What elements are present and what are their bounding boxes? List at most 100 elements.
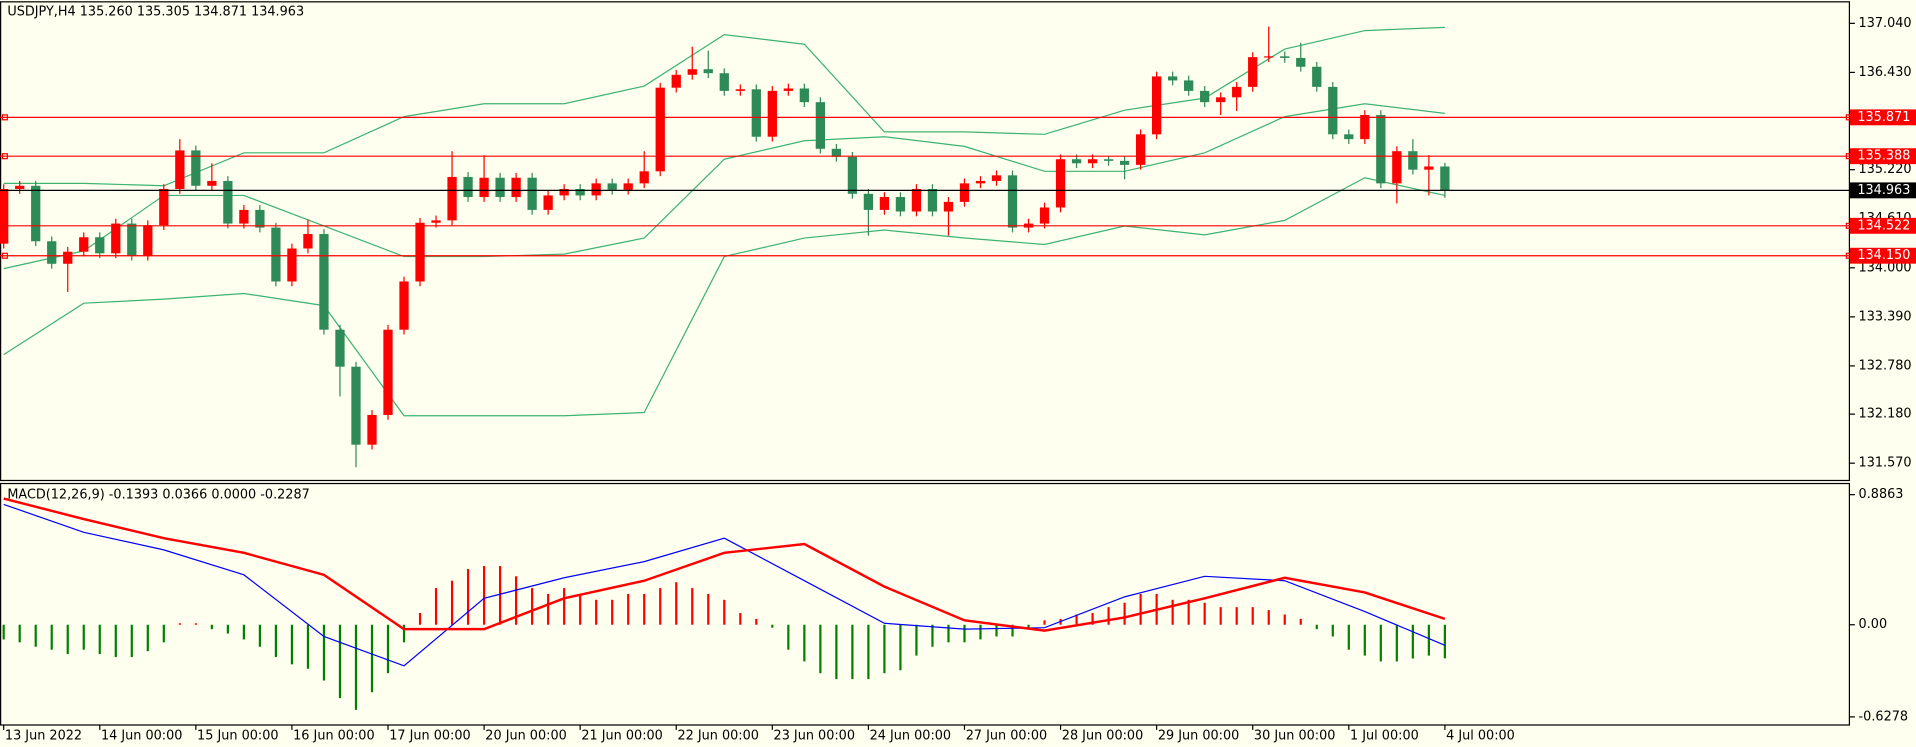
candle-body (943, 201, 954, 212)
histogram-bar (1235, 607, 1238, 625)
histogram-bar (595, 599, 598, 625)
y-tick-label: 133.390 (1859, 309, 1912, 324)
x-tick-label: 1 Jul 00:00 (1350, 728, 1419, 743)
price-label-bg (1850, 182, 1916, 199)
candle-body (1344, 134, 1354, 140)
candle-body (335, 329, 345, 367)
histogram-bar (322, 624, 326, 681)
histogram-bar (114, 624, 117, 658)
candle-body (415, 222, 425, 282)
candle-body (1440, 166, 1450, 191)
histogram-bar (515, 576, 518, 625)
candle-body (543, 195, 553, 210)
price-label-bg (1850, 217, 1916, 234)
candle-body (575, 188, 585, 196)
candle-body (703, 69, 713, 74)
histogram-bar (1027, 624, 1030, 630)
candle-body (383, 329, 393, 415)
histogram-bar (258, 624, 261, 647)
candle-body (1055, 159, 1066, 208)
histogram-bar (547, 593, 550, 625)
line-handle (1, 114, 8, 121)
histogram-bar (82, 624, 85, 650)
candle-body (559, 188, 569, 196)
histogram-bar (563, 588, 566, 625)
histogram-bar (1267, 610, 1270, 625)
histogram-bar (1315, 624, 1318, 630)
price-label: 134.522 (1857, 218, 1910, 233)
candle-body (1280, 56, 1290, 58)
candle-body (623, 183, 633, 190)
candle-body (527, 177, 537, 210)
candle-body (1328, 86, 1338, 135)
y-tick-label: -0.6278 (1859, 709, 1909, 724)
price-label: 134.963 (1857, 183, 1910, 198)
x-tick-label: 29 Jun 00:00 (1158, 728, 1239, 743)
candle-body (863, 193, 874, 210)
histogram-bar (771, 624, 774, 628)
candle-body (255, 209, 265, 228)
histogram-bar (675, 582, 678, 625)
candle-body (815, 102, 826, 149)
histogram-bar (1251, 607, 1254, 625)
histogram-bar (755, 618, 758, 625)
histogram-bar (707, 593, 710, 625)
candle-body (911, 188, 922, 212)
histogram-bar (1427, 624, 1430, 656)
candle-body (847, 156, 858, 194)
price-label: 135.388 (1857, 149, 1910, 164)
histogram-bar (34, 624, 37, 647)
histogram-bar (434, 588, 438, 625)
candle-body (671, 74, 681, 88)
candle-body (591, 183, 601, 196)
price-label-bg (1850, 148, 1916, 165)
histogram-bar (418, 613, 422, 625)
candle-body (655, 87, 665, 172)
histogram-bar (1219, 607, 1222, 625)
y-tick-label: 0.8863 (1859, 487, 1904, 502)
histogram-bar (290, 624, 294, 665)
histogram-bar (210, 624, 213, 630)
histogram-bar (146, 624, 149, 652)
histogram-bar (531, 588, 534, 625)
candle-body (79, 237, 89, 252)
candle-body (159, 188, 169, 226)
x-tick-label: 20 Jun 00:00 (485, 728, 566, 743)
candle-body (31, 185, 41, 242)
histogram-bar (579, 593, 582, 625)
candle-body (1376, 115, 1386, 184)
histogram-bar (354, 624, 358, 710)
candle-body (303, 234, 313, 249)
price-label: 135.871 (1857, 110, 1910, 125)
histogram-bar (498, 566, 502, 625)
candle-body (767, 90, 777, 137)
candle-body (1071, 159, 1082, 164)
histogram-bar (1107, 607, 1110, 625)
histogram-bar (66, 624, 69, 655)
candle-body (751, 89, 761, 137)
histogram-bar (1187, 599, 1190, 625)
indicator-title: MACD(12,26,9) -0.1393 0.0366 0.0000 -0.2… (7, 488, 309, 503)
histogram-bar (643, 593, 646, 625)
histogram-bar (947, 624, 950, 643)
histogram-bar (1411, 624, 1414, 659)
candle-body (1248, 57, 1258, 87)
candle-body (143, 225, 153, 256)
histogram-bar (691, 588, 694, 625)
candle-body (15, 185, 25, 189)
candle-body (47, 241, 57, 264)
histogram-bar (899, 624, 902, 671)
histogram-bar (739, 613, 742, 625)
x-tick-label: 21 Jun 00:00 (581, 728, 662, 743)
candle-body (1007, 175, 1018, 228)
candle-body (783, 88, 793, 91)
candle-body (1184, 80, 1194, 91)
candle-body (175, 150, 185, 189)
candle-body (207, 180, 217, 186)
candle-body (511, 177, 521, 198)
histogram-bar (1075, 614, 1078, 625)
x-tick-label: 28 Jun 00:00 (1062, 728, 1143, 743)
histogram-bar (1395, 624, 1398, 662)
